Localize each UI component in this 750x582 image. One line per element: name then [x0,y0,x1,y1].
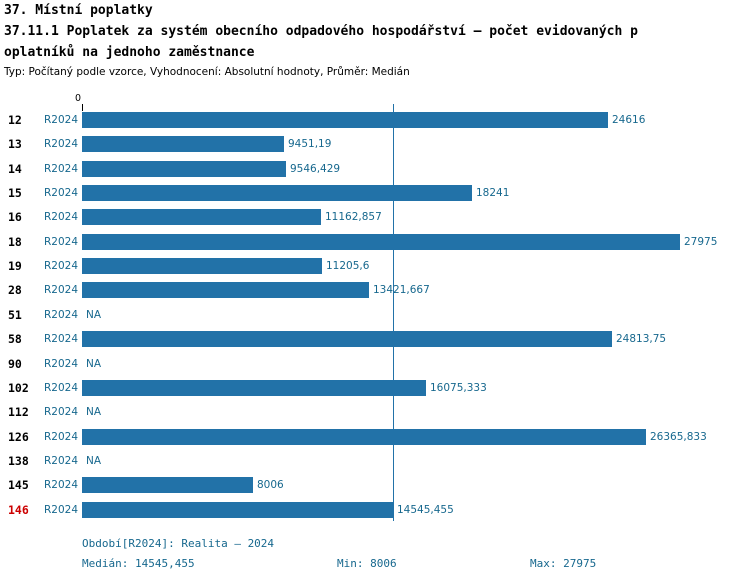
row-id-label: 146 [8,503,29,517]
footer-max-label: Max: 27975 [530,557,597,570]
x-axis-zero-label: 0 [75,93,82,104]
bar[interactable] [82,112,608,128]
bar[interactable] [82,161,286,177]
footer-median-label: Medián: 14545,455 [82,557,195,570]
chart-row: 15 R2024 18241 [0,185,750,201]
bar-value-label: 11162,857 [325,211,382,223]
chart-row: 58 R2024 24813,75 [0,331,750,347]
chart-row: 112 R2024 NA [0,404,750,420]
row-id-label: 145 [8,478,29,492]
row-id-label: 28 [8,283,22,297]
row-id-label: 19 [8,259,22,273]
bar-value-label: 26365,833 [650,431,707,443]
bar[interactable] [82,258,322,274]
bar-value-label: 9451,19 [288,138,332,150]
chart-row: 51 R2024 NA [0,307,750,323]
chart-row: 28 R2024 13421,667 [0,282,750,298]
row-period-label: R2024 [44,163,79,175]
row-period-label: R2024 [44,479,79,491]
row-id-label: 18 [8,235,22,249]
bar-value-label: 24616 [612,114,646,126]
bar[interactable] [82,234,680,250]
x-axis-zero-tick [82,104,83,111]
row-period-label: R2024 [44,333,79,345]
row-period-label: R2024 [44,138,79,150]
chart-row: 12 R2024 24616 [0,112,750,128]
report-subtitle-line-2: oplatníků na jednoho zaměstnance [4,45,255,60]
row-id-label: 138 [8,454,29,468]
bar[interactable] [82,477,253,493]
row-id-label: 112 [8,405,29,419]
row-id-label: 90 [8,357,22,371]
row-period-label: R2024 [44,114,79,126]
chart-row: 126 R2024 26365,833 [0,429,750,445]
chart-row: 18 R2024 27975 [0,234,750,250]
chart-row: 16 R2024 11162,857 [0,209,750,225]
row-period-label: R2024 [44,284,79,296]
bar[interactable] [82,502,393,518]
chart-row: 102 R2024 16075,333 [0,380,750,396]
bar-value-label: 18241 [476,187,510,199]
bar-value-label: NA [86,406,102,418]
row-id-label: 12 [8,113,22,127]
report-meta: Typ: Počítaný podle vzorce, Vyhodnocení:… [4,66,410,78]
row-period-label: R2024 [44,504,79,516]
bar-value-label: 9546,429 [290,163,341,175]
report-title: 37. Místní poplatky [4,3,153,18]
bar-value-label: NA [86,358,102,370]
chart-row: 138 R2024 NA [0,453,750,469]
row-id-label: 13 [8,137,22,151]
chart-row: 90 R2024 NA [0,356,750,372]
row-id-label: 15 [8,186,22,200]
chart-row: 13 R2024 9451,19 [0,136,750,152]
row-id-label: 16 [8,210,22,224]
row-id-label: 58 [8,332,22,346]
bar-value-label: 27975 [684,236,718,248]
bar[interactable] [82,331,612,347]
footer-min-label: Min: 8006 [337,557,397,570]
bar-value-label: NA [86,309,102,321]
bar-value-label: 24813,75 [616,333,667,345]
bar[interactable] [82,429,646,445]
bar-value-label: 14545,455 [397,504,454,516]
chart-row: 145 R2024 8006 [0,477,750,493]
footer-period-label: Období[R2024]: Realita – 2024 [82,537,275,550]
row-period-label: R2024 [44,260,79,272]
bar-value-label: 11205,6 [326,260,370,272]
row-id-label: 126 [8,430,29,444]
row-id-label: 102 [8,381,29,395]
row-period-label: R2024 [44,211,79,223]
median-line [393,104,394,521]
row-id-label: 14 [8,162,22,176]
row-period-label: R2024 [44,236,79,248]
row-period-label: R2024 [44,455,79,467]
bar[interactable] [82,380,426,396]
row-period-label: R2024 [44,358,79,370]
row-id-label: 51 [8,308,22,322]
row-period-label: R2024 [44,431,79,443]
bar-value-label: 8006 [257,479,284,491]
bar-value-label: 16075,333 [430,382,487,394]
report-subtitle-line-1: 37.11.1 Poplatek za systém obecního odpa… [4,24,638,39]
chart-row: 14 R2024 9546,429 [0,161,750,177]
bar[interactable] [82,136,284,152]
row-period-label: R2024 [44,309,79,321]
row-period-label: R2024 [44,406,79,418]
bar[interactable] [82,209,321,225]
row-period-label: R2024 [44,382,79,394]
bar[interactable] [82,282,369,298]
bar-value-label: NA [86,455,102,467]
bar-value-label: 13421,667 [373,284,430,296]
bar[interactable] [82,185,472,201]
row-period-label: R2024 [44,187,79,199]
chart-row: 19 R2024 11205,6 [0,258,750,274]
chart-row: 146 R2024 14545,455 [0,502,750,518]
